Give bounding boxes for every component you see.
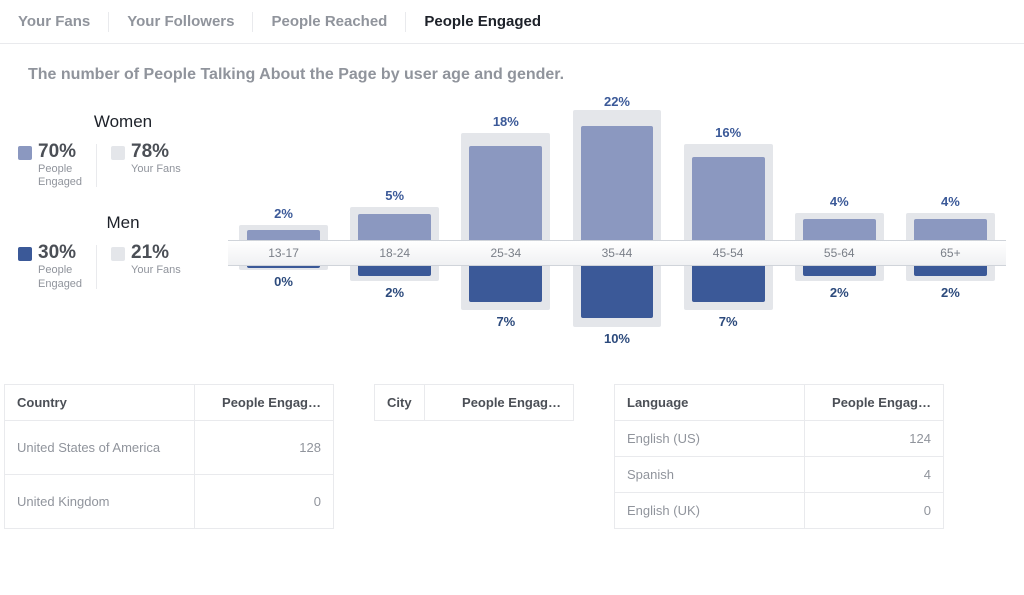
table-header[interactable]: City [375, 385, 425, 421]
age-col-35-44: 22% 35-44 10% [561, 94, 672, 354]
men-pct-label: 2% [385, 285, 404, 300]
legend-divider [96, 144, 97, 187]
engaged-bar-women [803, 219, 876, 240]
age-col-25-34: 18% 25-34 7% [450, 94, 561, 354]
engaged-bar-women [247, 230, 320, 240]
age-label: 25-34 [461, 240, 550, 266]
table-cell: 124 [805, 421, 944, 457]
table-header[interactable]: Country [5, 385, 195, 421]
age-col-18-24: 5% 18-24 2% [339, 94, 450, 354]
women-pct-label: 5% [385, 188, 404, 203]
table-row[interactable]: English (US)124 [615, 421, 944, 457]
legend-men-fans-label: Your Fans [131, 264, 181, 277]
women-pct-label: 16% [715, 125, 741, 140]
table-country: CountryPeople Engag…United States of Ame… [4, 384, 334, 529]
table-cell: United States of America [5, 421, 195, 475]
legend-men-engaged-pct: 30% [38, 243, 82, 262]
table-header[interactable]: Language [615, 385, 805, 421]
table-header[interactable]: People Engag… [424, 385, 573, 421]
legend-women: Women 70% PeopleEngaged 78% Your Fans [18, 112, 228, 189]
women-pct-label: 2% [274, 206, 293, 221]
engaged-bar-men [803, 266, 876, 276]
table-cell: United Kingdom [5, 475, 195, 529]
women-pct-label: 4% [830, 194, 849, 209]
table-cell: English (UK) [615, 493, 805, 529]
age-label: 65+ [906, 240, 995, 266]
chart-column: 2% 13-17 0% 5% 18-24 2% 18% 25-34 7% 22% 35-44 10% 1… [228, 94, 1006, 354]
men-pct-label: 0% [274, 274, 293, 289]
table-header[interactable]: People Engag… [195, 385, 334, 421]
table-cell: 0 [195, 475, 334, 529]
gender-label-women: Women [18, 112, 228, 132]
demographics-chart: 2% 13-17 0% 5% 18-24 2% 18% 25-34 7% 22% 35-44 10% 1… [228, 94, 1006, 354]
gender-label-men: Men [18, 213, 228, 233]
legend-men-engaged-label: PeopleEngaged [38, 264, 82, 290]
table-city: CityPeople Engag… [374, 384, 574, 529]
engaged-bar-men [247, 266, 320, 268]
women-pct-label: 18% [493, 114, 519, 129]
men-pct-label: 7% [719, 314, 738, 329]
legend-women-engaged-pct: 70% [38, 142, 82, 161]
legend-women-engaged: 70% PeopleEngaged [18, 142, 82, 189]
legend-women-fans-label: Your Fans [131, 163, 181, 176]
men-pct-label: 10% [604, 331, 630, 346]
tab-people-engaged[interactable]: People Engaged [406, 12, 559, 32]
legend-men-engaged: 30% PeopleEngaged [18, 243, 82, 290]
table-cell: 4 [805, 457, 944, 493]
engaged-bar-men [581, 266, 654, 318]
men-pct-label: 2% [830, 285, 849, 300]
age-col-13-17: 2% 13-17 0% [228, 94, 339, 354]
legend-women-engaged-label: PeopleEngaged [38, 163, 82, 189]
table-cell: 0 [805, 493, 944, 529]
age-label: 35-44 [573, 240, 662, 266]
tab-your-fans[interactable]: Your Fans [18, 12, 109, 32]
engaged-bar-women [469, 146, 542, 240]
legend-women-fans: 78% Your Fans [111, 142, 181, 176]
swatch-fans [111, 247, 125, 261]
swatch-women-engaged [18, 146, 32, 160]
age-label: 18-24 [350, 240, 439, 266]
legend-women-fans-pct: 78% [131, 142, 181, 161]
age-label: 45-54 [684, 240, 773, 266]
table-row[interactable]: Spanish4 [615, 457, 944, 493]
age-col-65+: 4% 65+ 2% [895, 94, 1006, 354]
tab-people-reached[interactable]: People Reached [253, 12, 406, 32]
table-language: LanguagePeople Engag…English (US)124Span… [614, 384, 944, 529]
table-header[interactable]: People Engag… [805, 385, 944, 421]
table-row[interactable]: English (UK)0 [615, 493, 944, 529]
table-row[interactable]: United States of America128 [5, 421, 334, 475]
swatch-men-engaged [18, 247, 32, 261]
tables-row: CountryPeople Engag…United States of Ame… [0, 374, 1024, 539]
engaged-bar-women [581, 126, 654, 240]
engaged-bar-men [914, 266, 987, 276]
age-label: 55-64 [795, 240, 884, 266]
women-pct-label: 22% [604, 94, 630, 109]
engaged-bar-men [469, 266, 542, 302]
engaged-bar-men [692, 266, 765, 302]
tab-your-followers[interactable]: Your Followers [109, 12, 253, 32]
legend-men-fans: 21% Your Fans [111, 243, 181, 277]
page-description: The number of People Talking About the P… [0, 44, 1024, 94]
engaged-bar-women [692, 157, 765, 240]
age-col-45-54: 16% 45-54 7% [673, 94, 784, 354]
table-cell: Spanish [615, 457, 805, 493]
table-row[interactable]: United Kingdom0 [5, 475, 334, 529]
swatch-fans [111, 146, 125, 160]
demographics-section: Women 70% PeopleEngaged 78% Your Fans [0, 94, 1024, 374]
engaged-bar-women [914, 219, 987, 240]
table-cell: 128 [195, 421, 334, 475]
legend-column: Women 70% PeopleEngaged 78% Your Fans [18, 94, 228, 354]
age-label: 13-17 [239, 240, 328, 266]
legend-men-fans-pct: 21% [131, 243, 181, 262]
table-cell: English (US) [615, 421, 805, 457]
engaged-bar-men [358, 266, 431, 276]
women-pct-label: 4% [941, 194, 960, 209]
legend-divider [96, 245, 97, 288]
legend-men: Men 30% PeopleEngaged 21% Your Fans [18, 213, 228, 290]
tabs-bar: Your FansYour FollowersPeople ReachedPeo… [0, 0, 1024, 44]
age-col-55-64: 4% 55-64 2% [784, 94, 895, 354]
men-pct-label: 7% [496, 314, 515, 329]
men-pct-label: 2% [941, 285, 960, 300]
engaged-bar-women [358, 214, 431, 240]
